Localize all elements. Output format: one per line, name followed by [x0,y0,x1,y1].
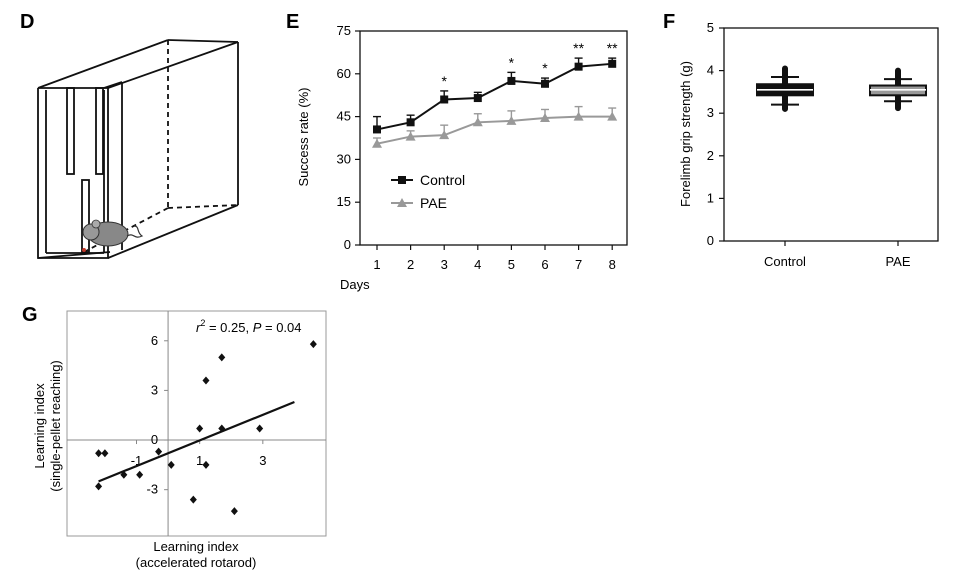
e-y-label: Success rate (%) [296,88,311,187]
e-y-tick-label: 0 [344,237,351,252]
g-annotation: r2 = 0.25, P = 0.04 [196,318,302,335]
e-point-pae [405,131,416,141]
e-point-control [473,94,482,103]
e-x-tick-label: 1 [373,257,380,272]
g-data-point [155,447,163,456]
g-data-point [95,449,103,458]
e-point-pae [372,138,382,148]
g-x-tick-label: 3 [259,453,266,468]
g-data-point [309,340,317,349]
f-y-tick-label: 1 [707,190,714,205]
panel-letter-d: D [20,11,34,33]
e-point-control [440,95,449,104]
e-significance-marker: * [441,73,447,89]
mouse-illustration [82,219,144,252]
e-x-tick-label: 6 [541,257,548,272]
e-y-tick-label: 15 [337,194,351,209]
e-x-tick-label: 3 [441,257,448,272]
e-legend-control-marker [398,176,406,184]
e-point-pae [472,117,483,127]
e-legend-pae-marker [397,198,407,207]
f-y-tick-label: 2 [707,148,714,163]
panel-letter-f: F [663,11,675,33]
reaching-box-illustration [37,39,239,259]
e-x-tick-label: 2 [407,257,414,272]
g-plot-frame [66,310,327,537]
e-point-pae [607,111,618,121]
g-data-point [218,424,226,433]
g-data-point [95,482,103,491]
g-x-tick-label: -1 [131,453,143,468]
e-point-control [406,118,415,127]
e-significance-marker: ** [607,40,618,56]
g-x-label-line2: (accelerated rotarod) [136,555,257,570]
e-point-control [574,62,583,71]
e-point-pae [439,130,450,140]
e-legend-control: Control [420,172,465,188]
e-legend-pae: PAE [420,195,447,211]
g-data-point [196,424,204,433]
e-legend: Control PAE [391,172,465,211]
e-y-tick-label: 60 [337,66,351,81]
g-data-point [218,353,226,362]
e-series-line-control [376,62,613,131]
panel-letter-g: G [22,304,38,326]
e-significance-marker: * [542,60,548,76]
e-x-tick-label: 7 [575,257,582,272]
e-y-tick-label: 45 [337,109,351,124]
f-x-tick-label: Control [764,254,806,269]
e-y-tick-label: 75 [337,23,351,38]
e-y-tick-label: 30 [337,151,351,166]
e-significance-marker: ** [573,40,584,56]
e-point-pae [573,111,584,121]
e-x-tick-label: 8 [609,257,616,272]
e-point-control [373,125,381,134]
g-y-label-line1: Learning index [32,383,47,469]
g-y-tick-label: 6 [151,333,158,348]
e-point-pae [506,115,517,125]
e-x-tick-label: 5 [508,257,515,272]
g-y-tick-label: -3 [147,482,159,497]
g-fit-line [98,400,295,483]
g-data-point [230,507,238,516]
g-data-point [120,470,128,479]
f-y-tick-label: 5 [707,20,714,35]
e-x-tick-label: 4 [474,257,481,272]
e-point-control [608,59,617,68]
g-y-tick-label: 3 [151,382,158,397]
f-x-tick-label: PAE [885,254,910,269]
f-plot-frame [723,27,939,242]
f-y-tick-label: 4 [707,63,714,78]
g-data-point [202,460,210,469]
g-x-label-line1: Learning index [153,539,239,554]
f-y-label: Forelimb grip strength (g) [678,61,693,207]
g-data-point [136,470,144,479]
g-data-point [256,424,264,433]
e-plot-frame [359,30,628,246]
g-data-point [167,460,175,469]
e-point-control [507,76,516,85]
g-x-tick-label: 1 [196,453,203,468]
g-y-tick-label: 0 [151,432,158,447]
e-significance-marker: * [509,54,515,70]
grip-strength-chart: 0 1 2 3 4 5 Control PAE Forelimb grip strength … [678,20,939,269]
e-point-control [541,79,549,88]
g-data-point [189,495,197,504]
g-data-point [202,376,210,385]
e-x-label: Days [340,277,370,292]
g-y-label-line2: (single-pellet reaching) [48,360,63,492]
g-data-point [101,449,109,458]
f-y-tick-label: 3 [707,105,714,120]
e-point-pae [540,113,550,123]
panel-letter-e: E [286,11,299,33]
learning-index-scatter: 6 3 0 -3 -1 1 3 r2 = 0.25, P = 0.04 Learning i… [32,310,327,570]
e-series-line-pae [376,115,613,145]
f-y-tick-label: 0 [707,233,714,248]
